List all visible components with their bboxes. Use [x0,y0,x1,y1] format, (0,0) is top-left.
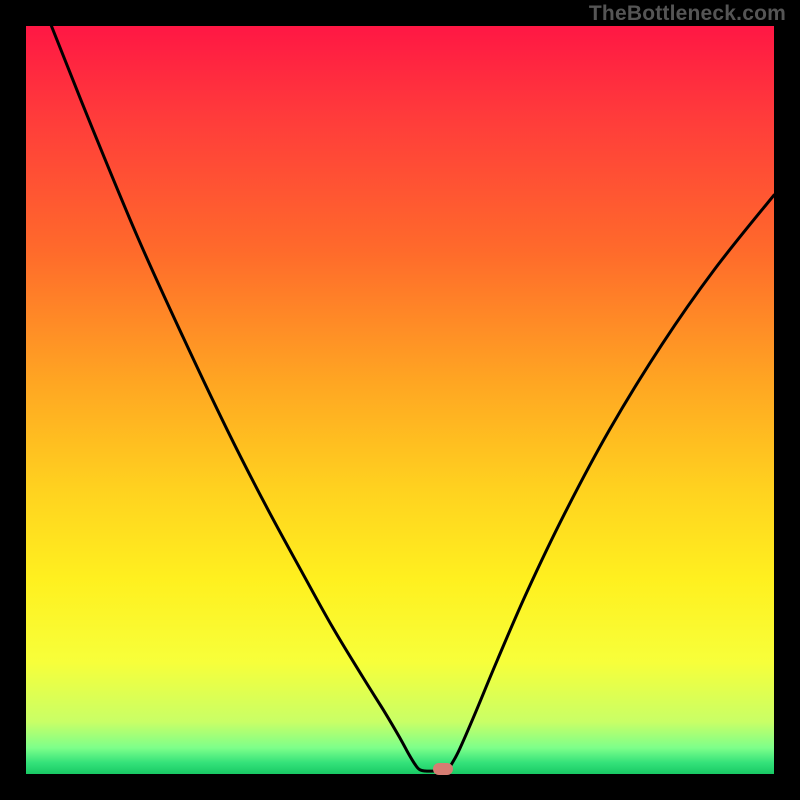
optimum-marker [433,763,453,775]
chart-frame: TheBottleneck.com [0,0,800,800]
plot-gradient-area [26,26,774,774]
watermark-text: TheBottleneck.com [589,2,786,26]
